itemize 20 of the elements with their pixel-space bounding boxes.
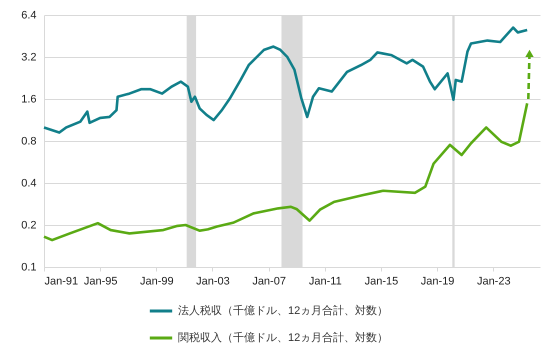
x-tick-label: Jan-11 <box>308 276 342 288</box>
x-tick-label: Jan-03 <box>196 276 230 288</box>
x-tick-label: Jan-99 <box>140 276 174 288</box>
x-tick-label: Jan-95 <box>84 276 118 288</box>
x-tick-label: Jan-19 <box>420 276 454 288</box>
y-tick-label: 0.1 <box>21 262 36 274</box>
x-tick-label: Jan-91 <box>44 276 78 288</box>
x-tick-label: Jan-15 <box>364 276 398 288</box>
legend-label: 法人税収（千億ドル、12ヵ月合計、対数） <box>178 304 388 317</box>
x-tick-label: Jan-07 <box>252 276 286 288</box>
x-tick-label: Jan-23 <box>476 276 511 288</box>
y-tick-label: 6.4 <box>21 10 36 22</box>
y-tick-label: 0.2 <box>21 220 36 232</box>
line-series <box>42 26 528 134</box>
y-tick-label: 0.8 <box>21 136 36 148</box>
y-tick-label: 1.6 <box>21 94 36 106</box>
y-tick-label: 0.4 <box>21 178 36 190</box>
legend-label: 関税収入（千億ドル、12ヵ月合計、対数） <box>178 331 388 344</box>
y-tick-label: 3.2 <box>21 52 36 64</box>
line-series <box>42 102 528 242</box>
